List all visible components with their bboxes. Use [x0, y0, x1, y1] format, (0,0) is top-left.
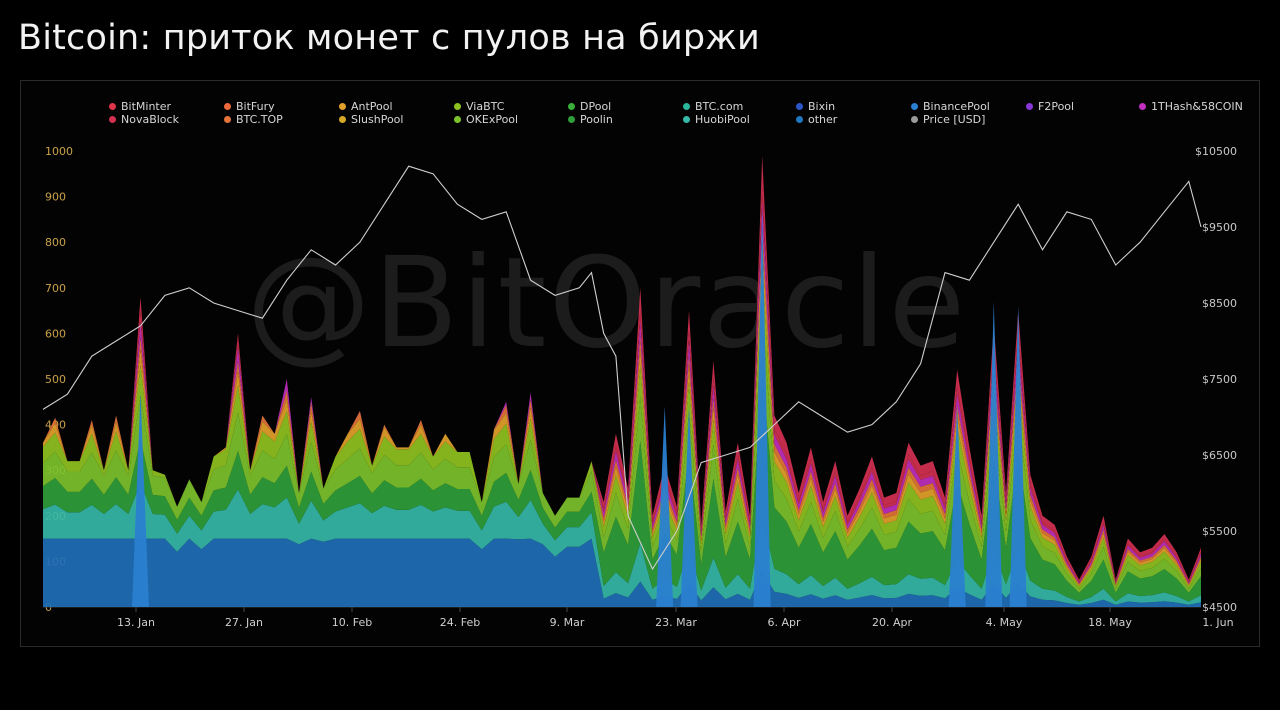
spike-binancepool [1009, 306, 1027, 607]
y-left-tick-label: 800 [45, 236, 66, 249]
y-right-tick-label: $6500 [1202, 449, 1237, 462]
area-band-okex [43, 309, 1201, 593]
legend-dot-icon [911, 116, 918, 123]
legend-label: Poolin [580, 113, 613, 126]
legend-label: Bixin [808, 100, 836, 113]
legend-label: SlushPool [351, 113, 404, 126]
legend-label: NovaBlock [121, 113, 179, 126]
legend-item-huobipool[interactable]: HuobiPool [683, 114, 750, 126]
legend-item-btc-top[interactable]: BTC.TOP [224, 114, 283, 126]
spike-binancepool [132, 392, 149, 607]
legend-item-viabtc[interactable]: ViaBTC [454, 101, 504, 113]
x-tick-label: 10. Feb [332, 616, 372, 629]
legend-item-f2pool[interactable]: F2Pool [1026, 101, 1074, 113]
legend-dot-icon [109, 116, 116, 123]
legend-label: DPool [580, 100, 612, 113]
legend-item-novablock[interactable]: NovaBlock [109, 114, 179, 126]
watermark: @BitOracle [246, 231, 968, 376]
x-tick-label: 4. May [986, 616, 1023, 629]
legend-label: F2Pool [1038, 100, 1075, 113]
legend-item-okexpool[interactable]: OKExPool [454, 114, 518, 126]
price-line [42, 165, 1202, 571]
legend-dot-icon [339, 103, 346, 110]
spike-binancepool [948, 406, 966, 607]
y-right-tick-label: $7500 [1202, 373, 1237, 386]
y-left-tick-label: 900 [45, 191, 66, 204]
legend-dot-icon [339, 116, 346, 123]
legend-label: BTC.TOP [236, 113, 283, 126]
x-tick-label: 9. Mar [550, 616, 585, 629]
x-tick-label: 23. Mar [655, 616, 697, 629]
legend-dot-icon [1026, 103, 1033, 110]
area-band-other [43, 538, 1201, 607]
x-tick-label: 6. Apr [767, 616, 800, 629]
legend-item-bixin[interactable]: Bixin [796, 101, 835, 113]
legend-item-other[interactable]: other [796, 114, 837, 126]
legend-item-binancepool[interactable]: BinancePool [911, 101, 990, 113]
y-right-tick-label: $10500 [1195, 145, 1237, 158]
legend-label: BitFury [236, 100, 275, 113]
legend-label: Price [USD] [923, 113, 986, 126]
legend-label: HuobiPool [695, 113, 750, 126]
page-title: Bitcoin: приток монет с пулов на биржи [18, 18, 760, 58]
area-band-poolin [43, 372, 1201, 602]
legend-item-1thash-58coin[interactable]: 1THash&58COIN [1139, 101, 1243, 113]
legend-dot-icon [568, 103, 575, 110]
legend-dot-icon [796, 116, 803, 123]
y-right-tick-label: $9500 [1202, 221, 1237, 234]
y-right-tick-label: $4500 [1202, 601, 1237, 614]
legend-item-bitfury[interactable]: BitFury [224, 101, 275, 113]
legend-dot-icon [683, 103, 690, 110]
legend-dot-icon [454, 103, 461, 110]
y-right-tick-label: $8500 [1202, 297, 1237, 310]
legend-item-price-usd-[interactable]: Price [USD] [911, 114, 985, 126]
legend-label: OKExPool [466, 113, 519, 126]
legend-label: 1THash&58COIN [1151, 100, 1243, 113]
legend-dot-icon [224, 103, 231, 110]
legend-label: BitMinter [121, 100, 172, 113]
legend-dot-icon [683, 116, 690, 123]
legend-dot-icon [568, 116, 575, 123]
legend-dot-icon [796, 103, 803, 110]
legend-dot-icon [1139, 103, 1146, 110]
spike-binancepool [680, 406, 698, 607]
legend-item-slushpool[interactable]: SlushPool [339, 114, 403, 126]
legend-item-bitminter[interactable]: BitMinter [109, 101, 171, 113]
legend-label: BinancePool [923, 100, 990, 113]
y-left-tick-label: 500 [45, 373, 66, 386]
legend-item-btc-com[interactable]: BTC.com [683, 101, 743, 113]
legend-item-poolin[interactable]: Poolin [568, 114, 613, 126]
y-right-tick-label: $5500 [1202, 525, 1237, 538]
spike-binancepool [985, 301, 1003, 607]
x-tick-label: 20. Apr [872, 616, 912, 629]
chart-frame: @BitOracle BitMinter BitFury AntPool ViaBTC… [20, 80, 1260, 647]
legend-dot-icon [109, 103, 116, 110]
legend-dot-icon [911, 103, 918, 110]
chart: 01002003004005006007008009001000$4500$55… [42, 145, 1237, 629]
legend-item-antpool[interactable]: AntPool [339, 101, 393, 113]
legend-dot-icon [224, 116, 231, 123]
x-tick-label: 18. May [1088, 616, 1132, 629]
y-left-tick-label: 600 [45, 327, 66, 340]
x-tick-label: 1. Jun [1202, 616, 1233, 629]
x-tick-label: 27. Jan [225, 616, 263, 629]
area-band-huobi [43, 482, 1201, 605]
y-left-tick-label: 700 [45, 282, 66, 295]
spike-binancepool [753, 210, 771, 608]
legend-label: AntPool [351, 100, 393, 113]
x-tick-label: 24. Feb [440, 616, 480, 629]
x-tick-label: 13. Jan [117, 616, 155, 629]
legend-dot-icon [454, 116, 461, 123]
legend-label: other [808, 113, 838, 126]
legend-label: BTC.com [695, 100, 744, 113]
legend-item-dpool[interactable]: DPool [568, 101, 611, 113]
legend-label: ViaBTC [466, 100, 505, 113]
y-left-tick-label: 1000 [45, 145, 73, 158]
